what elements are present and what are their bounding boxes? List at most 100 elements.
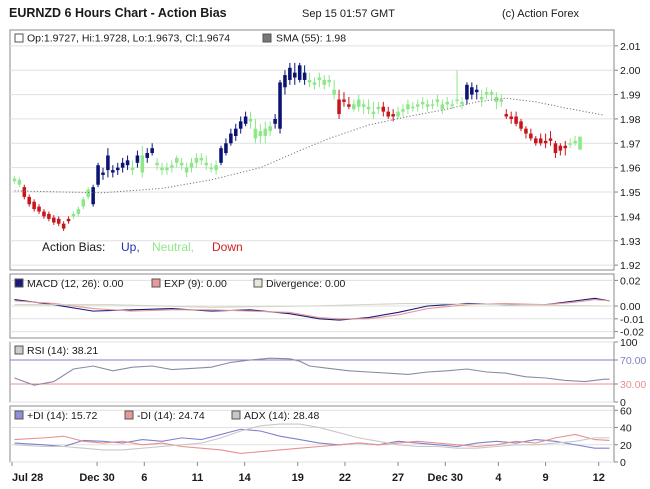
price-bar — [81, 199, 86, 207]
price-bar — [484, 92, 489, 95]
price-bar — [52, 217, 56, 223]
rsi-legend: RSI (14): 38.21 — [27, 345, 98, 357]
adx-legend: ADX (14): 28.48 — [244, 410, 319, 422]
x-tick-label: 27 — [392, 472, 404, 484]
price-bars — [12, 62, 582, 232]
price-bar — [224, 143, 228, 154]
price-bar — [253, 128, 258, 139]
timestamp: Sep 15 01:57 GMT — [302, 8, 395, 20]
action-bias-up: Up, — [121, 240, 140, 254]
x-axis: Jul 28 Dec 30 6 11 14 19 22 27 Dec 30 4 9 12 — [11, 462, 605, 484]
price-bar — [61, 223, 66, 229]
price-tick-label: 1.99 — [620, 90, 641, 102]
price-bar — [273, 118, 277, 124]
x-tick-label: 4 — [495, 472, 502, 484]
price-bar — [145, 153, 150, 158]
price-panel: 1.92 1.93 1.94 1.95 1.96 1.97 1.98 1.99 2.00 2.01… — [9, 29, 641, 272]
price-bar — [56, 218, 61, 224]
rsi-grid — [10, 341, 614, 403]
price-bar — [219, 148, 223, 163]
price-bar — [106, 155, 110, 171]
price-bar — [47, 213, 51, 219]
price-bar — [101, 172, 105, 175]
series-line — [14, 428, 610, 449]
price-bar — [293, 72, 297, 78]
price-bar — [283, 75, 287, 88]
price-bar — [86, 189, 90, 197]
rsi-panel-frame — [9, 341, 615, 403]
x-tick-label: Dec 30 — [79, 472, 114, 484]
tick-label: 100 — [620, 337, 638, 349]
price-bar — [140, 155, 145, 173]
dmi-panel-frame — [9, 405, 615, 463]
series-line — [14, 357, 610, 386]
price-bar — [411, 106, 415, 109]
price-bar — [573, 140, 577, 144]
price-bar — [214, 165, 218, 171]
rsi-y-axis: 100 70.00 30.00 0 — [614, 337, 646, 409]
price-tick-label: 2.01 — [620, 41, 641, 53]
price-bar — [499, 99, 504, 102]
rsi-lines — [14, 357, 610, 386]
minus-di-legend-swatch — [124, 410, 134, 420]
price-bar — [71, 213, 76, 217]
exp-legend: EXP (9): 0.00 — [164, 278, 227, 290]
price-bar — [514, 116, 518, 124]
price-bar — [460, 101, 464, 105]
price-bar — [209, 167, 213, 170]
ohlc-legend-swatch — [14, 33, 24, 43]
price-bar — [430, 104, 435, 106]
price-bar — [568, 143, 572, 145]
tick-label: 0.02 — [620, 275, 641, 287]
price-bar — [194, 157, 199, 163]
price-bar — [529, 133, 533, 139]
x-tick-label: 22 — [339, 472, 351, 484]
price-tick-label: 1.98 — [620, 114, 641, 126]
tick-label: 30.00 — [620, 379, 646, 391]
price-bar — [120, 162, 125, 168]
price-bar — [396, 111, 400, 117]
price-bar — [199, 157, 204, 161]
price-bar — [435, 99, 440, 102]
tick-label: 70.00 — [620, 355, 646, 367]
macd-lines — [14, 297, 610, 321]
series-line — [14, 423, 610, 451]
price-bar — [317, 77, 322, 80]
price-bar — [391, 114, 395, 117]
price-bar — [155, 162, 159, 166]
divergence-legend: Divergence: 0.00 — [266, 278, 346, 290]
tick-label: -0.02 — [620, 327, 644, 339]
tick-label: 0 — [620, 397, 626, 409]
price-tick-label: 2.00 — [620, 65, 641, 77]
exp-legend-swatch — [151, 278, 161, 288]
price-bar — [307, 79, 312, 83]
price-y-axis: 1.92 1.93 1.94 1.95 1.96 1.97 1.98 1.99 2.00 2.01 — [614, 41, 641, 272]
sma-legend-swatch — [262, 33, 272, 43]
price-tick-label: 1.96 — [620, 163, 641, 175]
price-bar — [420, 101, 425, 105]
price-bar — [135, 155, 140, 163]
price-panel-frame — [9, 29, 615, 271]
price-bar — [96, 165, 100, 185]
plus-di-legend-swatch — [14, 410, 24, 420]
macd-y-axis: 0.02 0.00-0.01-0.02 — [614, 275, 644, 339]
macd-panel: 0.02 0.00-0.01-0.02 MACD (12, 26): 0.00 E… — [9, 273, 644, 339]
macd-legend-swatch — [14, 278, 24, 288]
price-bar — [37, 206, 41, 212]
price-bar — [342, 99, 346, 102]
price-bar — [406, 104, 410, 110]
price-bar — [361, 104, 366, 107]
price-bar — [347, 104, 351, 107]
price-tick-label: 1.95 — [620, 187, 641, 199]
price-bar — [465, 84, 469, 100]
sma-legend: SMA (55): 1.98 — [276, 33, 346, 45]
price-bar — [474, 89, 479, 93]
x-tick-label: 9 — [543, 472, 549, 484]
price-bar — [543, 140, 548, 144]
price-bar — [366, 106, 371, 110]
price-bar — [578, 136, 582, 150]
price-bar — [356, 99, 361, 107]
price-bar — [179, 162, 184, 166]
price-bar — [332, 89, 336, 95]
